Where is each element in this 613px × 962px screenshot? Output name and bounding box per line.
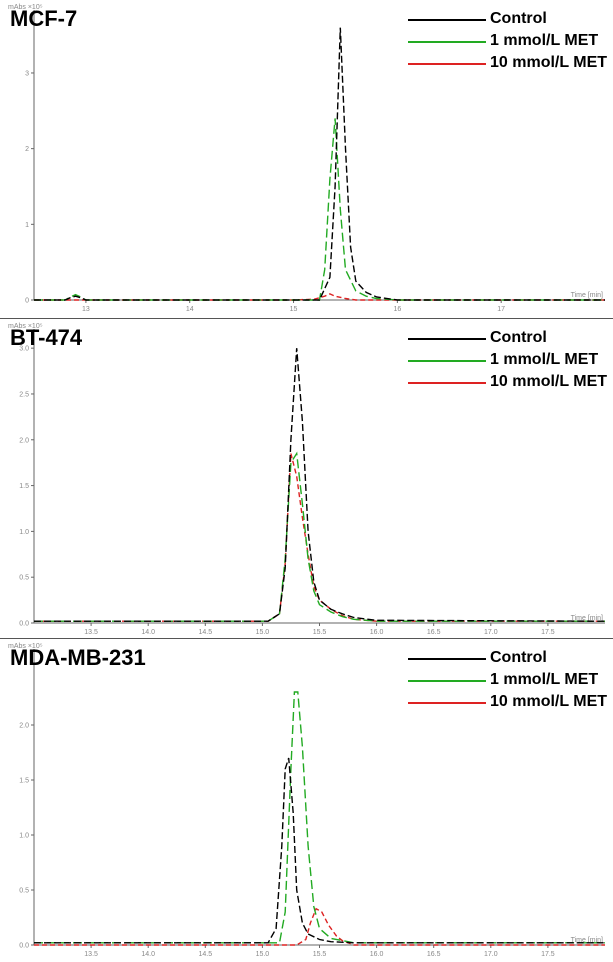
x-tick-label: 16.0	[370, 951, 384, 958]
x-tick-label: 14.5	[198, 629, 212, 636]
x-tick-label: 15	[290, 306, 298, 313]
panel-bt474: 13.5 14.0 14.5 15.0 15.5 16.0 16.5 17.0 17.5 Time…	[0, 318, 613, 639]
legend-label: 10 mmol/L MET	[490, 54, 608, 71]
panel-title: MCF-7	[10, 6, 78, 31]
x-tick-label: 17	[497, 306, 505, 313]
y-tick-label: 1.0	[19, 529, 29, 536]
y-tick-label: 2	[25, 146, 29, 153]
y-tick-label: 2.0	[19, 437, 29, 444]
legend-item-10mmol: 10 mmol/L MET	[408, 52, 608, 74]
chart-mda-mb-231: 13.5 14.0 14.5 15.0 15.5 16.0 16.5 17.0 17.5 Time…	[19, 649, 605, 958]
x-tick-label: 17.5	[541, 629, 555, 636]
x-tick-label: 14	[186, 306, 194, 313]
legend-swatch-1mmol	[408, 41, 486, 43]
legend: Control 1 mmol/L MET 10 mmol/L MET	[408, 327, 608, 393]
x-axis-label: Time [min]	[571, 615, 603, 622]
y-axis-label: mAbs ×10⁵	[8, 643, 43, 650]
legend-label: Control	[490, 10, 547, 27]
legend-item-control: Control	[408, 8, 608, 30]
y-axis-label: mAbs ×10⁵	[8, 4, 43, 11]
legend-label: 1 mmol/L MET	[490, 351, 599, 368]
legend-item-1mmol: 1 mmol/L MET	[408, 669, 608, 691]
legend-swatch-control	[408, 19, 486, 21]
legend-label: Control	[490, 329, 547, 346]
y-tick-label: 0.5	[19, 888, 29, 895]
x-tick-label: 13.5	[84, 629, 98, 636]
x-tick-label: 16.5	[427, 629, 441, 636]
y-tick-label: 0.0	[19, 943, 29, 950]
x-tick-label: 15.0	[256, 629, 270, 636]
legend: Control 1 mmol/L MET 10 mmol/L MET	[408, 647, 608, 713]
legend-swatch-1mmol	[408, 680, 486, 682]
legend-item-control: Control	[408, 327, 608, 349]
series-line-1-mmol-l-met	[34, 118, 605, 301]
legend-swatch-10mmol	[408, 702, 486, 704]
legend-swatch-control	[408, 338, 486, 340]
x-tick-label: 17.5	[541, 951, 555, 958]
x-tick-label: 13.5	[84, 951, 98, 958]
chart-mcf7: 13 14 15 16 17 Time [min] 0 1 2 3	[25, 10, 605, 313]
x-tick-label: 14.0	[141, 951, 155, 958]
legend-label: Control	[490, 649, 547, 666]
legend: Control 1 mmol/L MET 10 mmol/L MET	[408, 8, 608, 74]
legend-label: 1 mmol/L MET	[490, 671, 599, 688]
y-tick-label: 0	[25, 298, 29, 305]
x-tick-label: 17.0	[484, 951, 498, 958]
legend-item-1mmol: 1 mmol/L MET	[408, 349, 608, 371]
y-tick-label: 2.5	[19, 391, 29, 398]
y-tick-label: 0.0	[19, 621, 29, 628]
series-line-control	[34, 348, 606, 622]
y-tick-label: 1.5	[19, 778, 29, 785]
x-tick-label: 16.5	[427, 951, 441, 958]
legend-item-10mmol: 10 mmol/L MET	[408, 691, 608, 713]
legend-swatch-control	[408, 658, 486, 660]
y-tick-label: 3	[25, 70, 29, 77]
x-tick-label: 15.5	[313, 629, 327, 636]
legend-label: 10 mmol/L MET	[490, 373, 608, 390]
x-axis-label: Time [min]	[571, 292, 603, 299]
series-line-control	[34, 757, 605, 944]
series-line-10-mmol-l-met	[34, 907, 605, 946]
legend-item-control: Control	[408, 647, 608, 669]
series-line-10-mmol-l-met	[34, 293, 605, 301]
legend-label: 1 mmol/L MET	[490, 32, 599, 49]
y-tick-label: 1.5	[19, 483, 29, 490]
legend-swatch-10mmol	[408, 63, 486, 65]
x-tick-label: 15.0	[256, 951, 270, 958]
x-tick-label: 15.5	[313, 951, 327, 958]
series-line-control	[34, 27, 605, 301]
y-tick-label: 0.5	[19, 575, 29, 582]
y-axis-label: mAbs ×10⁵	[8, 323, 43, 330]
x-tick-label: 14.0	[141, 629, 155, 636]
panel-title: MDA-MB-231	[10, 645, 146, 670]
y-tick-label: 3.0	[19, 346, 29, 353]
panel-mcf7: 13 14 15 16 17 Time [min] 0 1 2 3 mAbs ×10⁵ MCF-7…	[0, 0, 613, 318]
x-tick-label: 17.0	[484, 629, 498, 636]
legend-label: 10 mmol/L MET	[490, 693, 608, 710]
legend-swatch-10mmol	[408, 382, 486, 384]
series-line-10-mmol-l-met	[34, 453, 605, 622]
panel-mda-mb-231: 13.5 14.0 14.5 15.0 15.5 16.0 16.5 17.0 17.5 Time…	[0, 638, 613, 962]
legend-item-1mmol: 1 mmol/L MET	[408, 30, 608, 52]
legend-item-10mmol: 10 mmol/L MET	[408, 371, 608, 393]
y-tick-label: 1	[25, 222, 29, 229]
y-tick-label: 1.0	[19, 833, 29, 840]
x-tick-label: 13	[82, 306, 90, 313]
x-tick-label: 16	[393, 306, 401, 313]
x-axis-label: Time [min]	[571, 937, 603, 944]
chart-bt474: 13.5 14.0 14.5 15.0 15.5 16.0 16.5 17.0 17.5 Time…	[19, 329, 606, 636]
series-line-1-mmol-l-met	[34, 451, 605, 622]
y-tick-label: 2.0	[19, 723, 29, 730]
x-tick-label: 16.0	[370, 629, 384, 636]
series-line-1-mmol-l-met	[34, 691, 605, 944]
legend-swatch-1mmol	[408, 360, 486, 362]
panel-title: BT-474	[10, 325, 83, 350]
x-tick-label: 14.5	[198, 951, 212, 958]
